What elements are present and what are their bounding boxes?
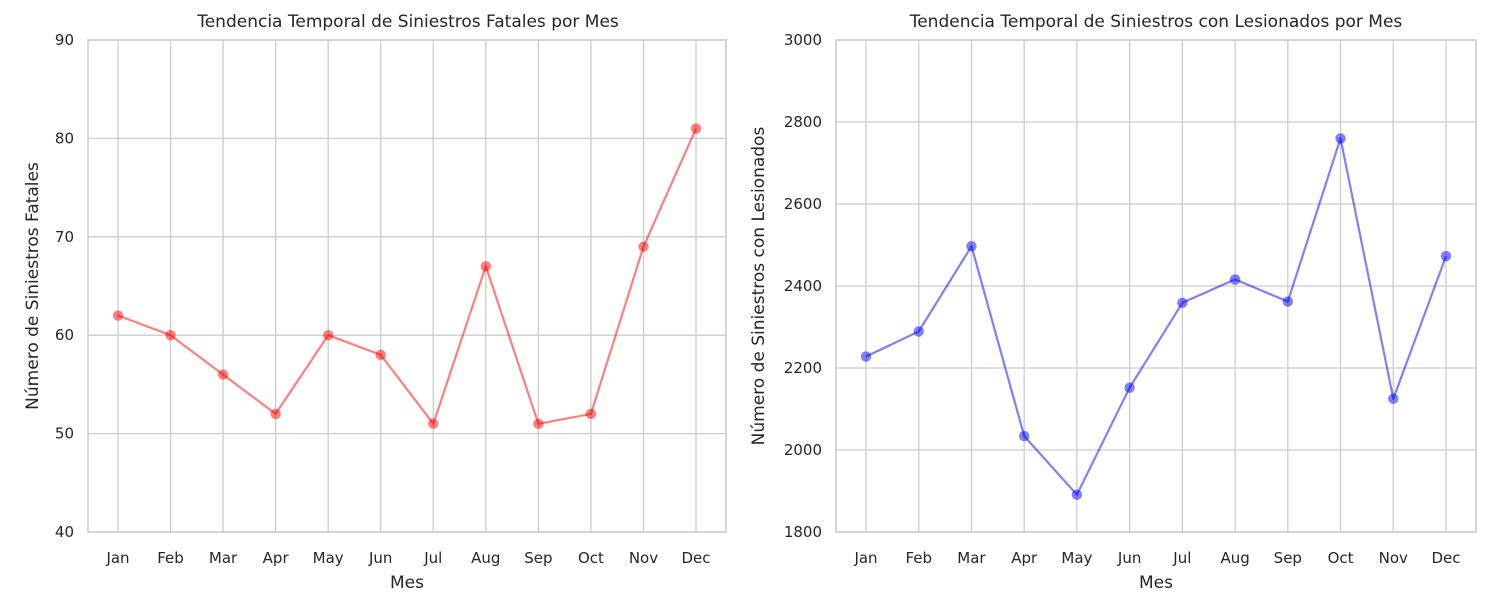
x-tick-label: Nov [629,549,658,567]
data-point [638,241,649,252]
y-tick-label: 90 [55,31,74,49]
y-tick-label: 2200 [784,359,822,377]
x-tick-label: Sep [1274,549,1302,567]
data-point [1071,489,1083,500]
data-point [217,369,229,380]
data-point [1177,297,1188,309]
data-point [480,261,492,272]
x-tick-label: Apr [1011,549,1038,567]
x-tick-label: Jul [1172,549,1191,567]
x-tick-label: Apr [263,549,290,567]
x-tick-label: Jan [105,549,129,567]
data-point [1440,250,1452,262]
x-tick-label: Jul [423,549,442,567]
x-tick-label: May [1061,549,1092,567]
x-tick-label: Sep [524,549,552,567]
y-tick-label: 50 [55,425,74,443]
data-point [375,349,386,361]
y-tick-label: 40 [55,523,74,541]
x-tick-label: Dec [681,549,710,567]
chart-panel-2: 1800 2000 2200 2400 2600 2800 3000 Jan Feb Mar Apr… [749,12,1477,593]
data-point [585,408,597,420]
x-tick-label: Dec [1431,549,1460,567]
data-point [322,330,334,341]
series-line [865,137,1448,496]
x-tick-label: Oct [578,549,604,567]
y-axis-label: Número de Siniestros con Lesionados [749,127,769,446]
series-line [117,128,698,425]
data-point [428,418,439,429]
y-tick-label: 80 [55,129,74,147]
x-tick-label: Oct [1328,549,1354,567]
y-tick-label: 2000 [784,441,822,459]
x-tick-label: Mar [957,549,986,567]
y-tick-label: 2800 [784,113,822,131]
plot-frame [87,39,727,533]
data-point [1335,133,1346,144]
x-tick-label: Nov [1379,549,1408,567]
data-point [533,418,544,429]
data-point [860,351,872,362]
data-point [1124,382,1135,393]
y-tick-label: 60 [55,326,74,344]
data-point [966,241,977,252]
x-tick-label: Jun [368,549,392,567]
x-axis-label: Mes [390,573,424,593]
plot-frame [835,39,1477,533]
chart-title: Tendencia Temporal de Siniestros Fatales… [196,12,619,32]
data-point [270,408,281,420]
y-tick-label: 3000 [784,31,822,49]
y-tick-label: 2600 [784,195,822,213]
y-axis-label: Número de Siniestros Fatales [23,162,43,410]
data-point [1388,393,1399,404]
data-point [1229,274,1241,285]
x-tick-label: Mar [209,549,238,567]
data-point [1282,296,1294,307]
x-axis-label: Mes [1139,573,1173,593]
data-point [112,310,124,321]
data-point [913,326,924,337]
chart-title: Tendencia Temporal de Siniestros con Les… [909,12,1403,32]
data-point [1018,430,1030,442]
x-tick-label: Jun [1117,549,1141,567]
x-tick-label: Aug [471,549,500,567]
x-tick-label: Jan [853,549,877,567]
x-tick-label: Feb [157,549,184,567]
y-tick-label: 70 [55,228,74,246]
data-point [165,330,176,341]
x-tick-label: Aug [1220,549,1249,567]
data-point [690,123,702,134]
x-tick-label: Feb [905,549,932,567]
chart-panel-1: 40 50 60 70 80 90 Jan Feb Mar Apr May Jun Jul Aug Sep O… [23,12,727,593]
x-tick-label: May [313,549,344,567]
y-tick-label: 1800 [784,523,822,541]
y-tick-label: 2400 [784,277,822,295]
